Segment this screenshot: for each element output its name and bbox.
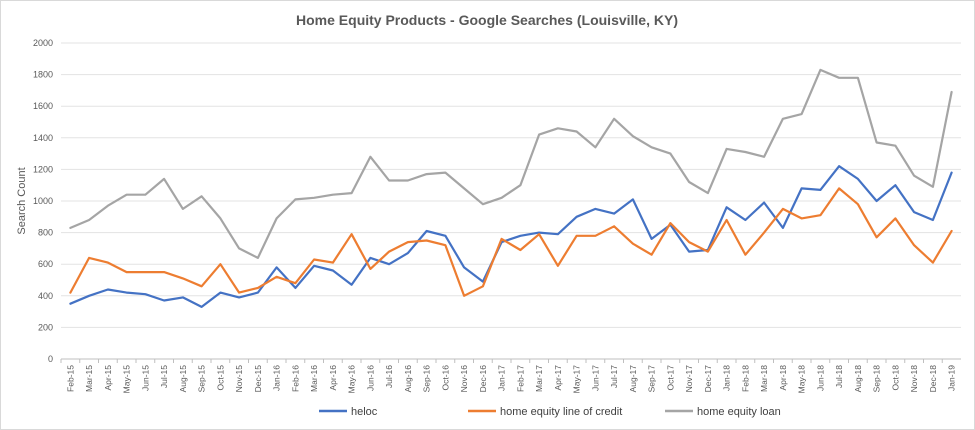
x-axis-ticks: Feb-15 Mar-15 Apr-15 May-15 Jun-15 Jul-15 Aug-… [60,359,957,394]
x-tick-label: May-17 [572,365,582,394]
x-tick-label: Nov-18 [909,365,919,393]
x-tick-label: Feb-15 [65,365,75,392]
legend-label: heloc [351,406,378,418]
x-tick-label: Nov-17 [684,365,694,393]
x-tick-label: Sep-18 [872,365,882,393]
series-lines [69,68,953,308]
x-tick-label: Mar-18 [759,365,769,392]
legend: heloc home equity line of credit home equi… [319,406,781,418]
x-tick-label: Jan-17 [497,365,507,391]
y-tick-label: 1000 [33,196,53,206]
x-tick-label: Apr-18 [778,365,788,391]
x-tick-label: Feb-18 [740,365,750,392]
x-tick-label: Jan-18 [722,365,732,391]
x-tick-label: May-18 [797,365,807,394]
x-tick-label: Nov-15 [234,365,244,393]
x-tick-label: Oct-18 [890,365,900,391]
x-tick-label: Oct-16 [440,365,450,391]
chart-title: Home Equity Products - Google Searches (… [296,12,678,28]
y-tick-label: 2000 [33,38,53,48]
x-tick-label: Sep-17 [647,365,657,393]
x-tick-label: Apr-17 [553,365,563,391]
y-tick-label: 1800 [33,70,53,80]
x-tick-label: Dec-17 [703,365,713,393]
y-axis-label: Search Count [16,167,28,234]
x-tick-label: Jul-18 [834,365,844,388]
x-tick-label: Dec-15 [253,365,263,393]
x-tick-label: Jun-18 [815,365,825,391]
x-tick-label: Apr-15 [103,365,113,391]
x-tick-label: Aug-15 [178,365,188,393]
x-tick-label: Sep-15 [197,365,207,393]
x-tick-label: Dec-16 [478,365,488,393]
x-tick-label: May-15 [122,365,132,394]
x-tick-label: Jan-16 [272,365,282,391]
x-tick-label: Feb-17 [515,365,525,392]
x-tick-label: Oct-15 [215,365,225,391]
x-tick-label: Jun-17 [590,365,600,391]
legend-label: home equity line of credit [500,406,622,418]
x-tick-label: Sep-16 [422,365,432,393]
y-tick-label: 600 [38,259,53,269]
x-tick-label: Aug-18 [853,365,863,393]
x-tick-label: Jul-17 [609,365,619,388]
x-tick-label: Oct-17 [665,365,675,391]
series-line-heloc [69,165,953,308]
x-tick-label: Aug-16 [403,365,413,393]
x-tick-label: Jul-16 [384,365,394,388]
y-tick-label: 1200 [33,164,53,174]
x-tick-label: Jul-15 [159,365,169,388]
y-tick-label: 200 [38,322,53,332]
y-tick-label: 800 [38,228,53,238]
series-line-home-equity-loan [69,68,953,259]
x-tick-label: Mar-17 [534,365,544,392]
y-tick-label: 1600 [33,101,53,111]
x-tick-label: Jan-19 [947,365,957,391]
x-tick-label: Nov-16 [459,365,469,393]
x-tick-label: Aug-17 [628,365,638,393]
x-tick-label: May-16 [347,365,357,394]
gridlines [61,42,961,328]
series-line-home-equity-line-of-credit [69,187,953,297]
x-tick-label: Jun-16 [365,365,375,391]
legend-label: home equity loan [697,406,781,418]
y-tick-label: 0 [48,354,53,364]
x-tick-label: Mar-15 [84,365,94,392]
x-tick-label: Dec-18 [928,365,938,393]
x-tick-label: Mar-16 [309,365,319,392]
x-tick-label: Jun-15 [140,365,150,391]
x-tick-label: Feb-16 [290,365,300,392]
y-axis-ticks: 0 200 400 600 800 1000 1200 1400 1600 1800 2000 [33,38,53,364]
y-tick-label: 1400 [33,133,53,143]
x-tick-label: Apr-16 [328,365,338,391]
y-tick-label: 400 [38,291,53,301]
